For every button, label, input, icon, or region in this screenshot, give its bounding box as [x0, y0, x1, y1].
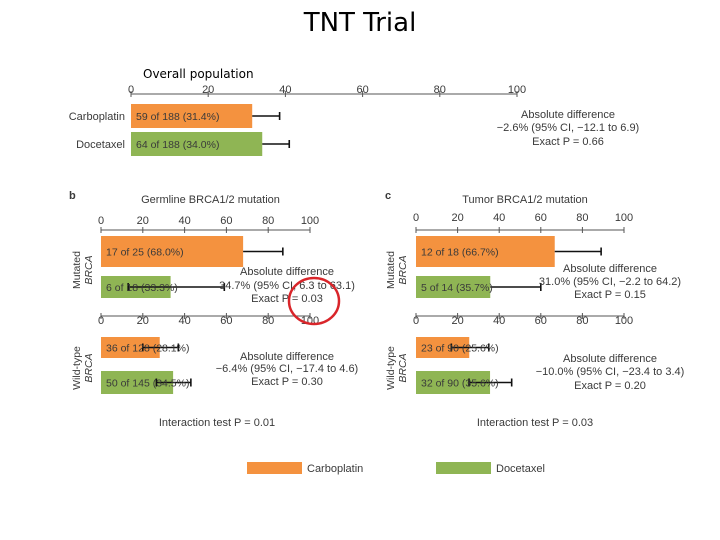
bar-3-0 — [416, 236, 555, 267]
x-tick-label-3-1: 20 — [451, 212, 463, 224]
x-tick-label-2-1: 20 — [137, 315, 149, 327]
bar-label-0-1: 64 of 188 (34.0%) — [136, 139, 219, 151]
x-tick-label-4-2: 40 — [493, 315, 505, 327]
annotation-4-1: −10.0% (95% CI, −23.4 to 3.4) — [536, 366, 685, 378]
panel-letter-c: c — [385, 190, 391, 202]
bar-label-3-1: 5 of 14 (35.7%) — [421, 282, 493, 294]
annotation-2-2: Exact P = 0.30 — [251, 376, 323, 388]
bar-label-4-1: 32 of 90 (35.6%) — [421, 378, 499, 390]
legend-swatch-carboplatin — [247, 462, 302, 474]
legend-label-docetaxel: Docetaxel — [496, 463, 545, 475]
highlight-circle — [287, 276, 341, 326]
x-tick-label-2-0: 0 — [98, 315, 104, 327]
annotation-4-2: Exact P = 0.20 — [574, 380, 646, 392]
legend-swatch-docetaxel — [436, 462, 491, 474]
annotation-3-2: Exact P = 0.15 — [574, 289, 646, 301]
annotation-2-1: −6.4% (95% CI, −17.4 to 4.6) — [216, 363, 358, 375]
panel-letter-b: b — [69, 190, 76, 202]
bar-3-1 — [416, 276, 491, 298]
group-label-wild-c-line-1: BRCA — [397, 353, 409, 382]
x-tick-label-0-3: 60 — [356, 84, 368, 96]
bar-2-0 — [101, 337, 160, 358]
x-tick-label-4-3: 60 — [535, 315, 547, 327]
x-tick-label-1-4: 80 — [262, 215, 274, 227]
bar-4-1 — [416, 371, 491, 394]
annotation-3-0: Absolute difference — [563, 263, 657, 275]
bar-label-1-1: 6 of 18 (33.3%) — [106, 282, 178, 294]
group-label-mutated-c-line-1: BRCA — [397, 255, 409, 284]
bar-label-2-0: 36 of 128 (28.1%) — [106, 343, 189, 355]
bar-0-0 — [131, 104, 253, 128]
group-label-wild-b: Wild-typeBRCA — [71, 346, 95, 390]
x-tick-label-4-5: 100 — [615, 315, 633, 327]
x-tick-label-1-1: 20 — [137, 215, 149, 227]
slide-title: TNT Trial — [303, 8, 417, 38]
bar-label-1-0: 17 of 25 (68.0%) — [106, 247, 184, 259]
bar-1-0 — [101, 236, 244, 267]
annotation-1-1: 34.7% (95% CI, 6.3 to 63.1) — [219, 280, 355, 292]
group-label-mutated-b: MutatedBRCA — [71, 251, 95, 289]
bar-0-1 — [131, 132, 263, 156]
bar-label-0-0: 59 of 188 (31.4%) — [136, 111, 219, 123]
bar-label-2-1: 50 of 145 (34.5%) — [106, 378, 189, 390]
x-tick-label-4-1: 20 — [451, 315, 463, 327]
interaction-test-2: Interaction test P = 0.01 — [159, 417, 275, 429]
bar-label-3-0: 12 of 18 (66.7%) — [421, 247, 499, 259]
legend-label-carboplatin: Carboplatin — [307, 463, 363, 475]
group-label-wild-c: Wild-typeBRCA — [385, 346, 409, 390]
x-tick-label-2-3: 60 — [220, 315, 232, 327]
x-tick-label-1-5: 100 — [301, 215, 319, 227]
annotation-2-0: Absolute difference — [240, 351, 334, 363]
x-tick-label-2-4: 80 — [262, 315, 274, 327]
group-label-mutated-b-line-0: Mutated — [71, 251, 83, 289]
x-tick-label-0-0: 0 — [128, 84, 134, 96]
group-label-mutated-c: MutatedBRCA — [385, 251, 409, 289]
x-tick-label-4-4: 80 — [576, 315, 588, 327]
x-tick-label-3-4: 80 — [576, 212, 588, 224]
group-label-mutated-b-line-1: BRCA — [83, 255, 95, 284]
panel-title-3: Tumor BRCA1/2 mutation — [462, 194, 588, 206]
x-tick-label-4-0: 0 — [413, 315, 419, 327]
x-tick-label-3-0: 0 — [413, 212, 419, 224]
annotation-4-0: Absolute difference — [563, 353, 657, 365]
x-tick-label-0-2: 40 — [279, 84, 291, 96]
annotation-3-1: 31.0% (95% CI, −2.2 to 64.2) — [539, 276, 681, 288]
group-label-wild-b-line-1: BRCA — [83, 353, 95, 382]
annotation-0-0: Absolute difference — [521, 109, 615, 121]
group-label-wild-b-line-0: Wild-type — [71, 346, 83, 390]
x-tick-label-2-2: 40 — [178, 315, 190, 327]
x-tick-label-3-3: 60 — [535, 212, 547, 224]
bar-2-1 — [101, 371, 174, 394]
row-label-0-0: Carboplatin — [69, 111, 125, 123]
row-label-0-1: Docetaxel — [76, 139, 125, 151]
x-tick-label-1-2: 40 — [178, 215, 190, 227]
panel-title-1: Germline BRCA1/2 mutation — [141, 194, 280, 206]
overall-population-label: Overall population — [143, 67, 254, 81]
annotation-0-2: Exact P = 0.66 — [532, 136, 604, 148]
annotation-1-0: Absolute difference — [240, 266, 334, 278]
x-tick-label-1-0: 0 — [98, 215, 104, 227]
bar-4-0 — [416, 337, 470, 358]
x-tick-label-0-1: 20 — [202, 84, 214, 96]
x-tick-label-3-2: 40 — [493, 212, 505, 224]
x-tick-label-0-4: 80 — [434, 84, 446, 96]
group-label-mutated-c-line-0: Mutated — [385, 251, 397, 289]
bar-label-4-0: 23 of 90 (25.6%) — [421, 343, 499, 355]
x-tick-label-3-5: 100 — [615, 212, 633, 224]
annotation-1-2: Exact P = 0.03 — [251, 293, 323, 305]
group-label-wild-c-line-0: Wild-type — [385, 346, 397, 390]
annotation-0-1: −2.6% (95% CI, −12.1 to 6.9) — [497, 122, 639, 134]
x-tick-label-1-3: 60 — [220, 215, 232, 227]
x-tick-label-0-5: 100 — [508, 84, 526, 96]
interaction-test-4: Interaction test P = 0.03 — [477, 417, 593, 429]
